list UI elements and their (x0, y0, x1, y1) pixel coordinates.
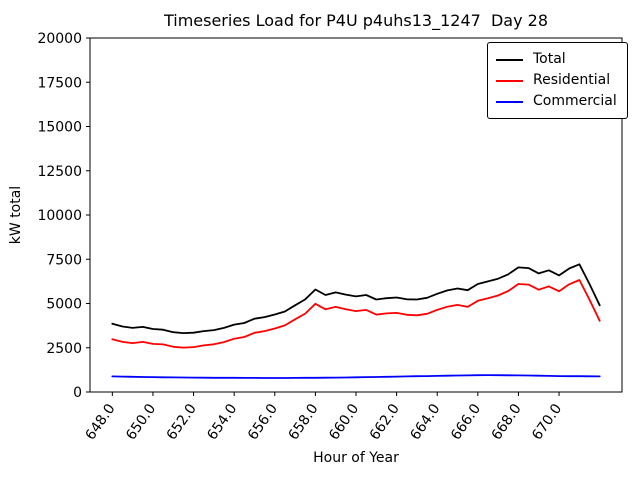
x-tick-label: 664.0 (407, 401, 443, 443)
legend-label: Total (533, 51, 566, 67)
y-tick-label: 17500 (37, 75, 82, 91)
y-tick-label: 12500 (37, 164, 82, 180)
y-tick-label: 7500 (46, 252, 82, 268)
x-axis-label: Hour of Year (313, 450, 399, 466)
y-tick-label: 0 (73, 385, 82, 401)
x-tick-label: 656.0 (245, 401, 281, 443)
y-tick-label: 20000 (37, 31, 82, 47)
x-tick-label: 670.0 (529, 401, 565, 443)
residential-line-swatch (496, 79, 523, 82)
x-tick-label: 660.0 (326, 401, 362, 443)
legend-item-commercial: Commercial (496, 91, 627, 112)
x-tick-label: 652.0 (164, 401, 200, 443)
y-tick-label: 15000 (37, 120, 82, 136)
x-tick-label: 648.0 (83, 401, 119, 443)
x-tick-label: 650.0 (123, 401, 159, 443)
x-tick-label: 654.0 (204, 401, 240, 443)
residential-line (111, 279, 601, 349)
legend-label: Residential (533, 72, 611, 88)
total-line (111, 263, 601, 335)
y-tick-label: 10000 (37, 208, 82, 224)
legend-label: Commercial (533, 93, 617, 109)
legend-item-total: Total (496, 49, 627, 70)
legend: Total Residential Commercial (487, 42, 628, 119)
y-axis-label: kW total (8, 185, 24, 245)
x-tick-label: 666.0 (448, 401, 484, 443)
chart-title: Timeseries Load for P4U p4uhs13_1247 Day… (163, 11, 549, 30)
x-tick-label: 662.0 (367, 401, 403, 443)
x-tick-label: 668.0 (489, 401, 525, 443)
total-line-swatch (496, 58, 523, 61)
legend-item-residential: Residential (496, 70, 627, 91)
x-tick-label: 658.0 (286, 401, 322, 443)
commercial-line (111, 374, 601, 379)
commercial-line-swatch (496, 100, 523, 103)
y-tick-label: 2500 (46, 341, 82, 357)
y-tick-label: 5000 (46, 297, 82, 313)
